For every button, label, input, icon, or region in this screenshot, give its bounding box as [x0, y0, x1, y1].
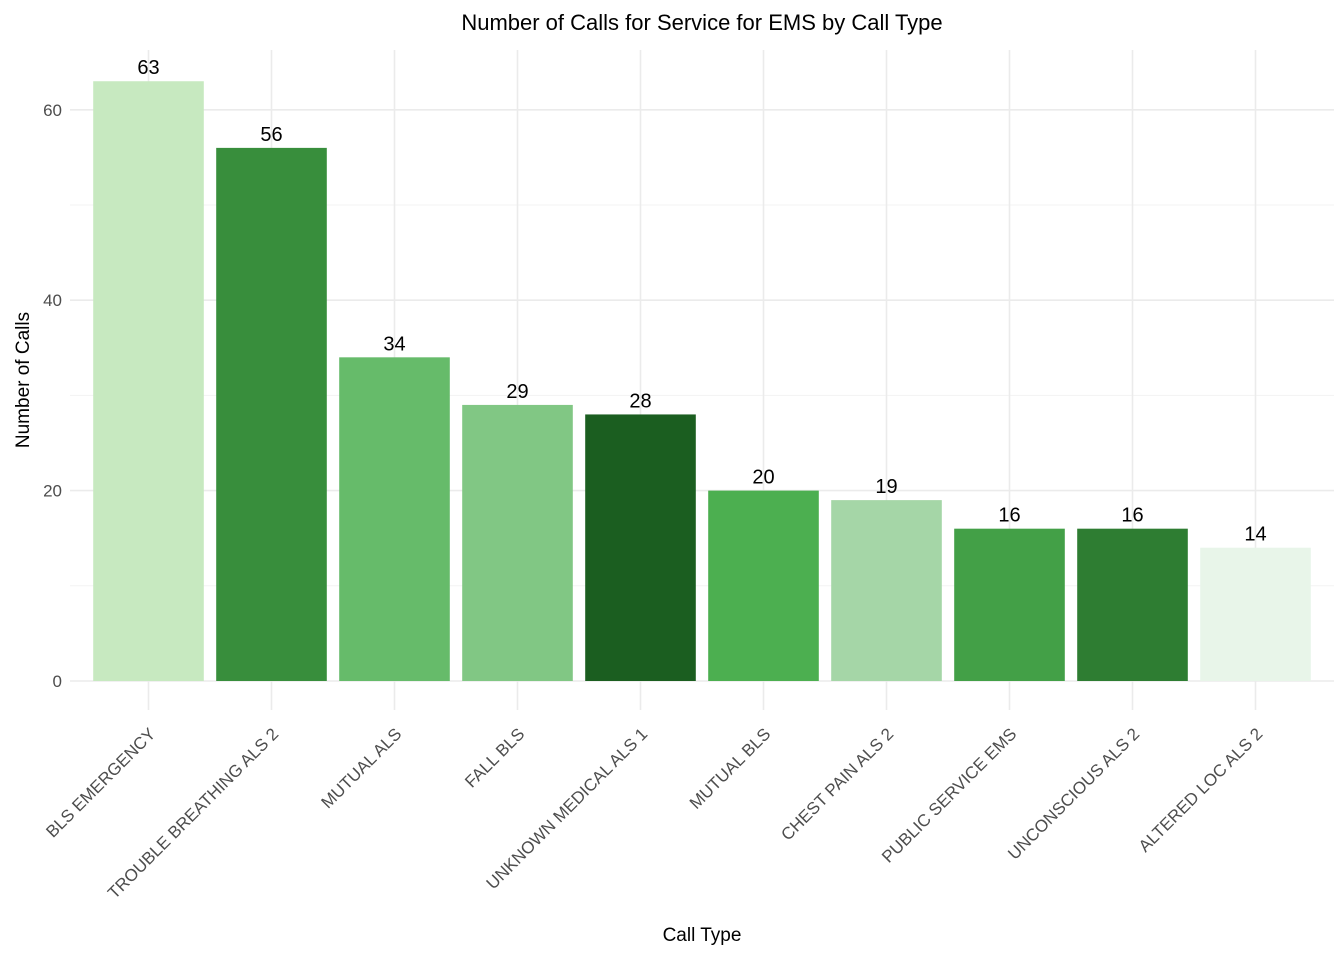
bar	[462, 404, 573, 681]
data-label: 19	[875, 476, 897, 498]
data-label: 16	[1121, 505, 1143, 527]
bar	[954, 528, 1065, 681]
x-tick-label: MUTUAL BLS	[686, 724, 774, 812]
bar	[339, 357, 450, 681]
y-axis-title: Number of Calls	[13, 312, 34, 448]
x-tick-label: CHEST PAIN ALS 2	[777, 724, 897, 844]
data-label: 29	[506, 381, 528, 403]
bar	[216, 147, 327, 681]
bar	[585, 414, 696, 681]
data-label: 16	[998, 505, 1020, 527]
bar	[93, 81, 204, 682]
chart-title: Number of Calls for Service for EMS by C…	[461, 10, 942, 35]
data-labels: 63 56 34 29 28 20 19 16 16 14	[137, 57, 1266, 545]
bar	[1077, 528, 1188, 681]
y-tick-label: 40	[43, 291, 62, 310]
data-label: 34	[383, 333, 405, 355]
x-axis-title: Call Type	[663, 925, 742, 946]
bar	[831, 500, 942, 681]
data-label: 14	[1244, 524, 1266, 546]
bars	[93, 81, 1311, 682]
y-tick-label: 0	[53, 672, 62, 691]
y-tick-label: 60	[43, 101, 62, 120]
y-tick-label: 20	[43, 482, 62, 501]
x-tick-label: BLS EMERGENCY	[42, 724, 159, 841]
x-tick-label: FALL BLS	[461, 724, 528, 791]
bar	[1200, 547, 1311, 681]
data-label: 20	[752, 467, 774, 489]
y-axis-ticks: 0 20 40 60	[43, 101, 62, 691]
data-label: 56	[260, 124, 282, 146]
x-tick-label: ALTERED LOC ALS 2	[1135, 724, 1266, 855]
data-label: 28	[629, 390, 651, 412]
x-tick-label: MUTUAL ALS	[318, 724, 406, 812]
x-tick-label: UNCONSCIOUS ALS 2	[1004, 724, 1143, 863]
data-label: 63	[137, 57, 159, 79]
x-tick-label: PUBLIC SERVICE EMS	[878, 724, 1020, 866]
bar	[708, 490, 819, 681]
